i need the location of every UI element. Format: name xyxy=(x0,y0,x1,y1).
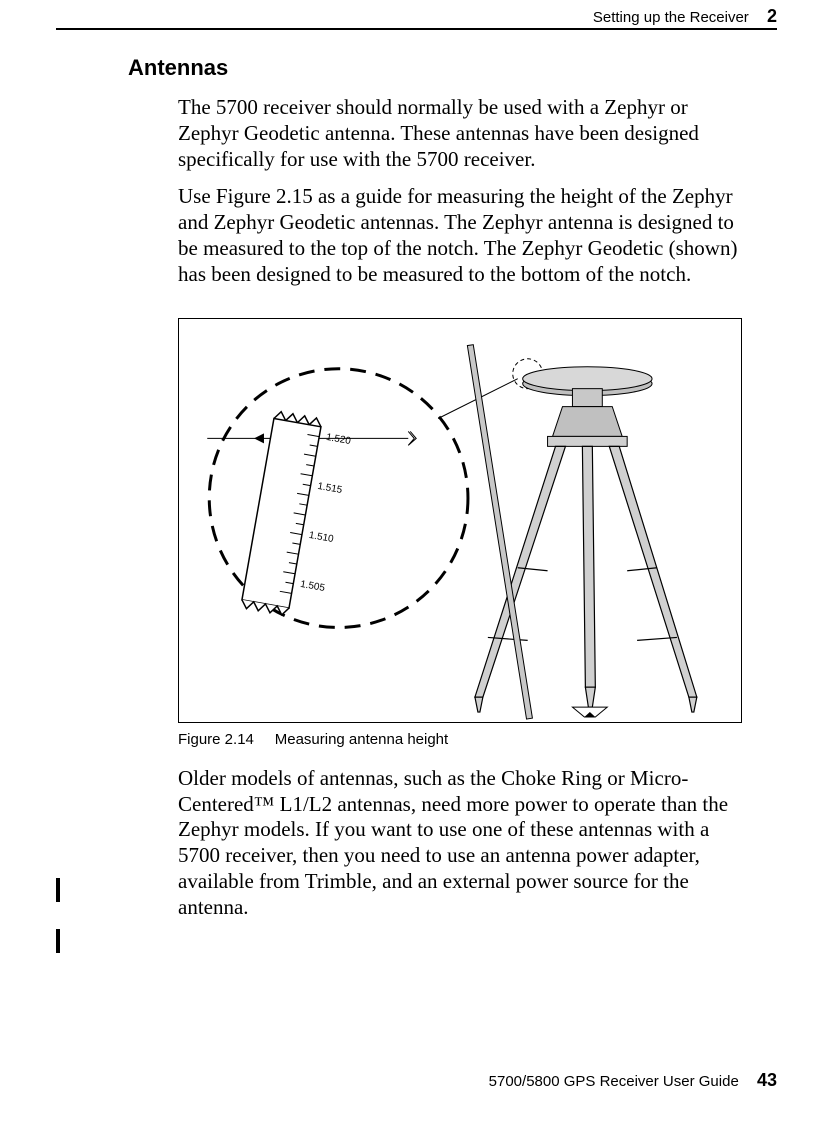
header-rule xyxy=(56,28,777,30)
footer: 5700/5800 GPS Receiver User Guide 43 xyxy=(489,1070,777,1091)
figure-antenna-measurement: 1.520 1.515 1.510 1.505 xyxy=(178,318,742,723)
change-bar xyxy=(56,929,60,953)
header-chapter-number: 2 xyxy=(767,6,777,26)
header-section-label: Setting up the Receiver xyxy=(593,9,749,26)
scale-value: 1.510 xyxy=(308,530,335,545)
scale-value: 1.520 xyxy=(325,432,352,447)
section-heading: Antennas xyxy=(128,55,743,81)
running-header: Setting up the Receiver 2 xyxy=(593,6,777,27)
figure-svg: 1.520 1.515 1.510 1.505 xyxy=(179,319,741,722)
figure-caption-text: Measuring antenna height xyxy=(275,731,448,748)
figure-caption: Figure 2.14 Measuring antenna height xyxy=(178,731,743,748)
footer-page-number: 43 xyxy=(757,1070,777,1090)
scale-value: 1.505 xyxy=(299,579,326,594)
change-bar xyxy=(56,878,60,902)
page: Setting up the Receiver 2 Antennas The 5… xyxy=(0,0,833,1121)
footer-guide-title: 5700/5800 GPS Receiver User Guide xyxy=(489,1073,739,1090)
measuring-tape: 1.520 1.515 1.510 1.505 xyxy=(241,410,355,621)
tripod-antenna xyxy=(467,344,696,718)
body-paragraph: Older models of antennas, such as the Ch… xyxy=(178,766,743,921)
scale-value: 1.515 xyxy=(317,481,344,496)
figure-caption-label: Figure 2.14 xyxy=(178,731,254,748)
body-paragraph: The 5700 receiver should normally be use… xyxy=(178,95,743,172)
body-paragraph: Use Figure 2.15 as a guide for measuring… xyxy=(178,184,743,287)
content-area: Antennas The 5700 receiver should normal… xyxy=(128,55,743,933)
